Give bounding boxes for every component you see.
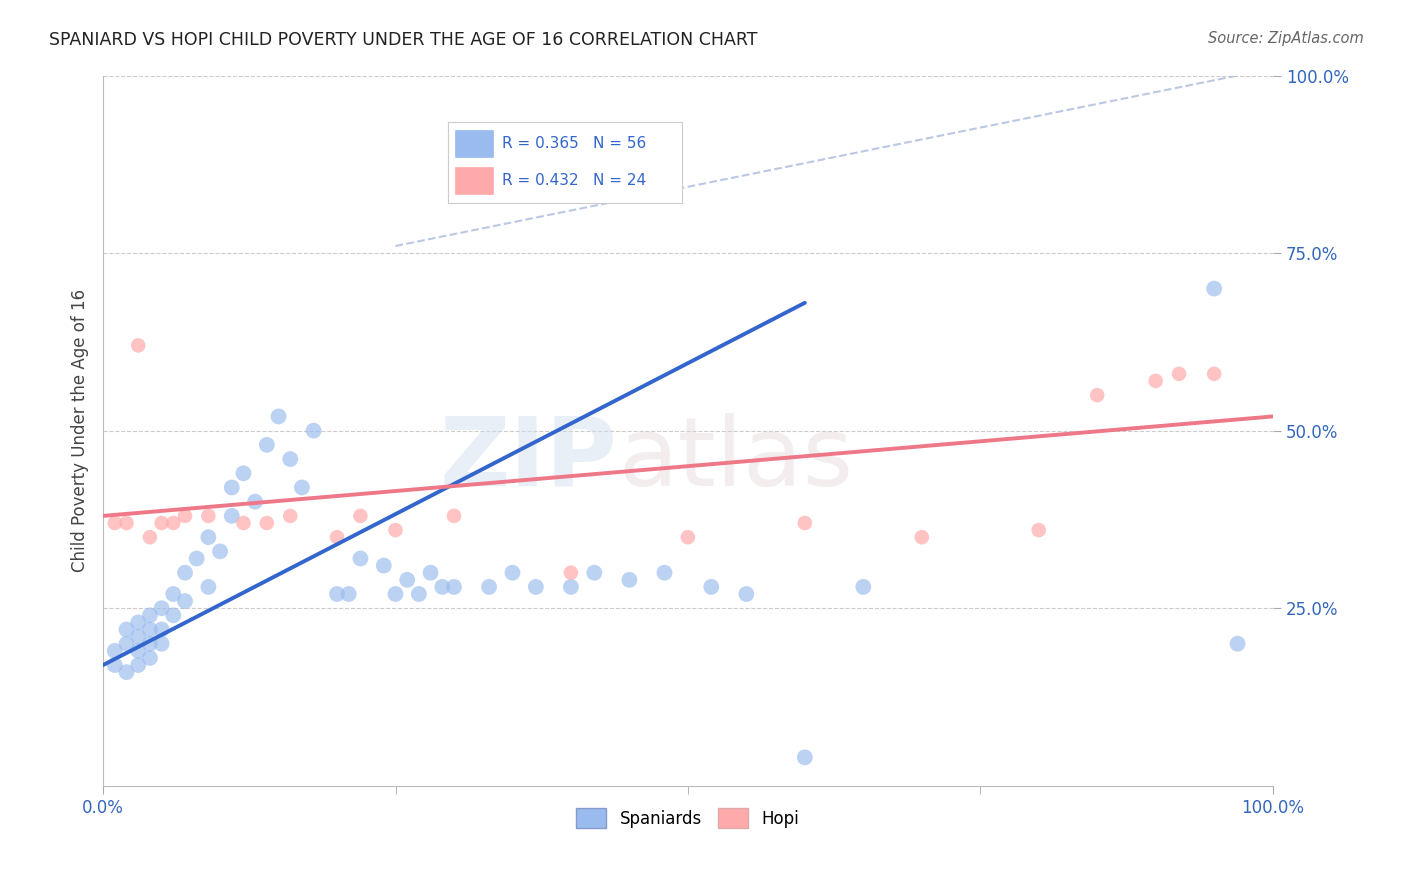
Point	[396, 573, 419, 587]
Point	[209, 544, 232, 558]
Point	[127, 615, 149, 630]
Point	[232, 467, 254, 481]
Point	[852, 580, 875, 594]
Point	[1085, 388, 1108, 402]
Text: SPANIARD VS HOPI CHILD POVERTY UNDER THE AGE OF 16 CORRELATION CHART: SPANIARD VS HOPI CHILD POVERTY UNDER THE…	[49, 31, 758, 49]
Point	[443, 508, 465, 523]
Point	[583, 566, 606, 580]
Point	[408, 587, 430, 601]
Legend: Spaniards, Hopi: Spaniards, Hopi	[569, 802, 806, 834]
Point	[174, 508, 197, 523]
Point	[1204, 282, 1226, 296]
Point	[735, 587, 758, 601]
Point	[221, 508, 243, 523]
Point	[384, 523, 406, 537]
Point	[501, 566, 523, 580]
Point	[221, 480, 243, 494]
Point	[560, 566, 582, 580]
Point	[676, 530, 699, 544]
Point	[127, 658, 149, 673]
Point	[373, 558, 395, 573]
Point	[127, 338, 149, 352]
Point	[560, 580, 582, 594]
Point	[326, 530, 349, 544]
Point	[104, 516, 127, 530]
Point	[793, 516, 815, 530]
Point	[139, 637, 162, 651]
Point	[162, 608, 184, 623]
Point	[232, 516, 254, 530]
Point	[524, 580, 547, 594]
Point	[127, 630, 149, 644]
Point	[243, 494, 266, 508]
Point	[115, 623, 138, 637]
Point	[278, 452, 301, 467]
Point	[139, 608, 162, 623]
Point	[291, 480, 314, 494]
Point	[197, 580, 219, 594]
Point	[1028, 523, 1050, 537]
Point	[150, 623, 173, 637]
Point	[432, 580, 454, 594]
Y-axis label: Child Poverty Under the Age of 16: Child Poverty Under the Age of 16	[72, 289, 89, 572]
Point	[911, 530, 934, 544]
Point	[267, 409, 290, 424]
Point	[162, 516, 184, 530]
Point	[1226, 637, 1249, 651]
Text: ZIP: ZIP	[440, 413, 617, 506]
Point	[478, 580, 501, 594]
Point	[1144, 374, 1167, 388]
Point	[337, 587, 360, 601]
Point	[654, 566, 676, 580]
Point	[104, 658, 127, 673]
Point	[115, 516, 138, 530]
Point	[256, 438, 278, 452]
Point	[150, 601, 173, 615]
Point	[349, 508, 371, 523]
Point	[443, 580, 465, 594]
Point	[104, 644, 127, 658]
Point	[139, 530, 162, 544]
Point	[1168, 367, 1191, 381]
Point	[326, 587, 349, 601]
Point	[127, 644, 149, 658]
Point	[419, 566, 441, 580]
Point	[139, 623, 162, 637]
Text: atlas: atlas	[617, 413, 853, 506]
Point	[700, 580, 723, 594]
Point	[150, 637, 173, 651]
Point	[1204, 367, 1226, 381]
Point	[349, 551, 371, 566]
Point	[278, 508, 301, 523]
Point	[197, 530, 219, 544]
Point	[174, 566, 197, 580]
Point	[186, 551, 208, 566]
Point	[256, 516, 278, 530]
Point	[115, 665, 138, 680]
Point	[793, 750, 815, 764]
Point	[197, 508, 219, 523]
Point	[302, 424, 325, 438]
Point	[150, 516, 173, 530]
Point	[384, 587, 406, 601]
Point	[162, 587, 184, 601]
Point	[619, 573, 641, 587]
Point	[174, 594, 197, 608]
Text: Source: ZipAtlas.com: Source: ZipAtlas.com	[1208, 31, 1364, 46]
Point	[115, 637, 138, 651]
Point	[139, 651, 162, 665]
